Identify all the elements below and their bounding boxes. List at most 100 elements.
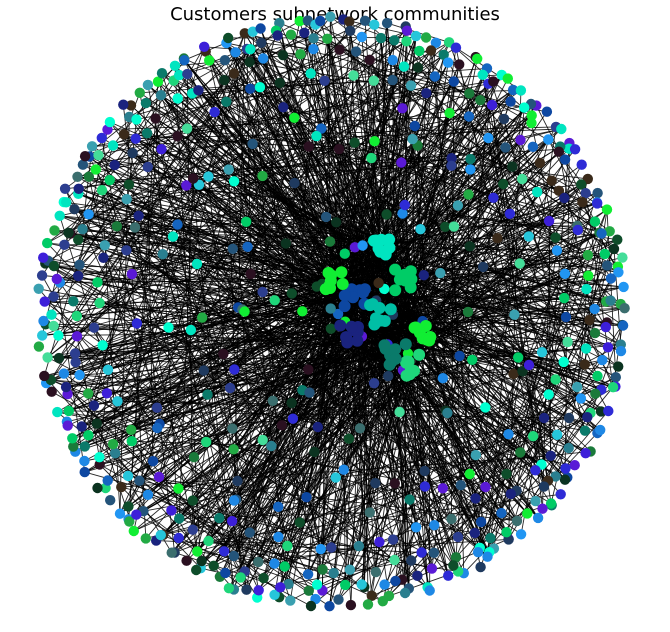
graph-node <box>187 524 198 535</box>
graph-node <box>129 222 141 233</box>
graph-node <box>569 460 580 471</box>
graph-edge <box>89 156 238 482</box>
graph-node <box>315 15 326 27</box>
graph-edge <box>411 147 506 280</box>
graph-edge <box>425 58 478 327</box>
graph-edge <box>394 452 521 561</box>
graph-node <box>618 281 629 293</box>
graph-node <box>73 234 84 245</box>
graph-node <box>245 268 256 280</box>
graph-node <box>289 112 300 124</box>
graph-edge <box>414 125 462 486</box>
graph-node <box>553 185 565 196</box>
graph-edge <box>500 178 589 514</box>
graph-node <box>389 263 402 276</box>
graph-node <box>590 388 601 399</box>
graph-node <box>340 579 351 591</box>
graph-node <box>605 273 617 284</box>
graph-edge <box>410 89 514 288</box>
graph-node <box>79 441 91 452</box>
graph-node <box>140 533 151 544</box>
graph-node <box>272 30 283 41</box>
graph-edge <box>126 249 552 504</box>
graph-node <box>523 231 534 242</box>
graph-node <box>527 431 539 442</box>
graph-node <box>266 440 277 452</box>
graph-node <box>375 32 387 44</box>
graph-node <box>303 364 314 375</box>
graph-node <box>412 62 424 73</box>
graph-node <box>472 53 483 64</box>
graph-node <box>608 243 620 255</box>
graph-node <box>442 57 454 68</box>
graph-node <box>285 595 296 606</box>
graph-edge <box>228 303 374 589</box>
graph-edge <box>53 283 323 298</box>
graph-node <box>582 249 594 261</box>
graph-edge <box>357 331 377 573</box>
graph-node <box>413 348 426 361</box>
graph-node <box>152 76 164 87</box>
graph-node <box>366 590 377 601</box>
graph-node <box>96 132 108 144</box>
graph-node <box>416 547 427 558</box>
graph-node <box>579 425 591 436</box>
graph-node <box>464 241 475 252</box>
graph-node <box>558 356 569 368</box>
graph-node <box>545 498 557 509</box>
graph-edge <box>514 229 579 315</box>
graph-node <box>435 267 446 279</box>
graph-node <box>220 567 231 579</box>
graph-node <box>607 382 619 393</box>
graph-node <box>464 88 475 99</box>
graph-node <box>273 531 284 543</box>
graph-node <box>203 535 214 547</box>
graph-node <box>131 318 143 329</box>
graph-node <box>397 208 408 219</box>
graph-node <box>219 74 230 86</box>
graph-node <box>550 232 561 243</box>
graph-node <box>69 348 81 359</box>
graph-node <box>412 570 423 581</box>
graph-node <box>278 102 289 113</box>
graph-node <box>308 33 319 44</box>
graph-node <box>424 585 435 596</box>
graph-node <box>79 151 91 162</box>
graph-node <box>49 225 60 236</box>
graph-node <box>229 364 240 375</box>
graph-node <box>245 44 256 55</box>
graph-node <box>267 395 278 406</box>
graph-node <box>381 17 393 29</box>
graph-node <box>368 378 380 389</box>
graph-node <box>389 343 402 356</box>
graph-edge <box>410 370 426 472</box>
graph-edge <box>319 20 622 345</box>
graph-node <box>219 546 230 557</box>
graph-node <box>397 103 408 114</box>
graph-node <box>550 374 561 385</box>
graph-node <box>312 421 323 433</box>
graph-edge <box>386 23 412 280</box>
graph-edge <box>380 38 433 569</box>
graph-node <box>133 210 144 221</box>
graph-node <box>543 215 555 227</box>
graph-node <box>305 600 317 612</box>
graph-edge <box>351 326 621 346</box>
graph-node <box>46 309 57 320</box>
graph-edge <box>134 92 427 228</box>
graph-node <box>532 186 543 198</box>
graph-node <box>353 540 365 552</box>
graph-node <box>595 424 606 436</box>
graph-node <box>560 311 572 323</box>
graph-edge <box>233 449 286 567</box>
graph-node <box>515 529 527 540</box>
graph-edge <box>58 125 416 336</box>
graph-node <box>356 31 367 43</box>
graph-node <box>467 354 478 365</box>
graph-node <box>472 547 484 558</box>
graph-node <box>532 512 544 524</box>
graph-node <box>486 99 498 111</box>
graph-node <box>437 483 448 494</box>
graph-node <box>48 320 59 332</box>
